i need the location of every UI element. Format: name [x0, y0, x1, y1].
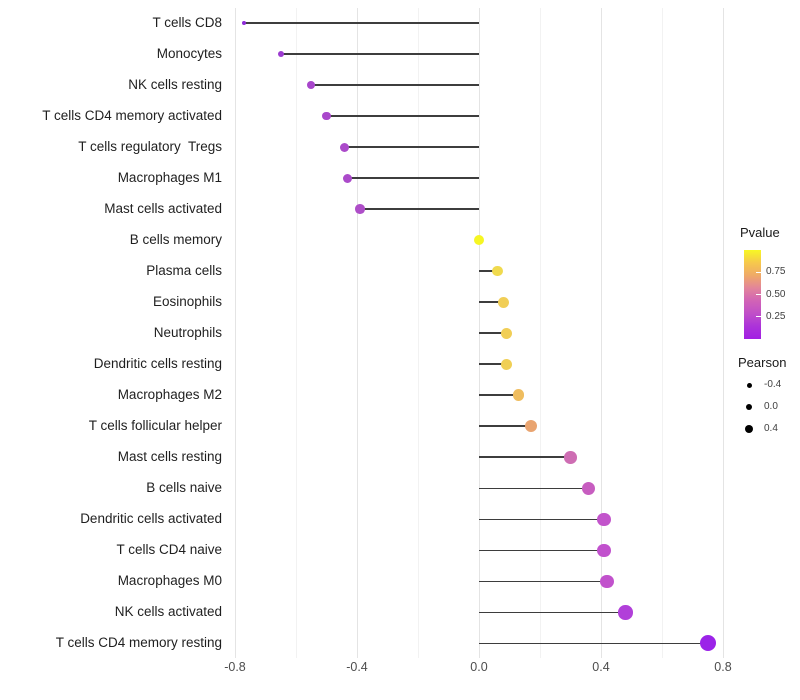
pvalue-tick-label: 0.75 [766, 266, 786, 278]
x-axis-label: 0.0 [470, 660, 488, 674]
y-axis-label: NK cells activated [114, 604, 222, 620]
pvalue-tick-label: 0.50 [766, 288, 786, 300]
gridline-minor [661, 8, 663, 658]
lollipop-dot [343, 173, 353, 183]
lollipop-dot [474, 235, 484, 246]
lollipop-dot [322, 111, 331, 121]
gridline-minor [539, 8, 541, 658]
y-axis-label: Macrophages M1 [117, 170, 222, 186]
y-axis-label: T cells follicular helper [88, 418, 222, 434]
pvalue-tick-mark [756, 271, 761, 273]
plot-panel [232, 8, 732, 658]
lollipop-dot [500, 358, 512, 370]
lollipop-dot [512, 389, 525, 401]
lollipop-dot [492, 265, 503, 277]
y-axis-label: Plasma cells [146, 263, 222, 279]
lollipop-stem [479, 642, 708, 645]
lollipop-dot [524, 420, 537, 433]
pearson-legend-label: 0.0 [764, 401, 778, 412]
lollipop-stem [479, 611, 626, 614]
lollipop-stem [311, 84, 479, 86]
y-axis-label: T cells CD8 [152, 15, 222, 30]
pvalue-tick-mark [756, 294, 761, 295]
lollipop-dot [618, 605, 633, 620]
pearson-legend-dot [746, 382, 752, 388]
lollipop-dot [355, 204, 365, 214]
lollipop-dot [597, 543, 611, 558]
pearson-legend-title: Pearson [738, 355, 787, 370]
y-axis-label: Neutrophils [153, 325, 222, 341]
y-axis-label: Eosinophils [152, 294, 222, 310]
lollipop-stem [479, 425, 531, 428]
gridline-major [722, 8, 724, 658]
gridline-minor [417, 8, 419, 658]
gridline-major [600, 8, 602, 658]
y-axis-label: T cells CD4 memory activated [42, 108, 222, 124]
lollipop-stem [479, 394, 519, 397]
lollipop-stem [326, 115, 479, 117]
lollipop-stem [347, 177, 479, 179]
lollipop-stem [479, 518, 605, 521]
lollipop-stem [479, 456, 571, 459]
pearson-legend-label: -0.4 [764, 379, 782, 390]
y-axis-label: Dendritic cells resting [93, 356, 222, 372]
pvalue-tick-mark [756, 316, 761, 318]
gridline-minor [295, 8, 297, 658]
lollipop-dot [600, 574, 614, 589]
lollipop-dot [564, 451, 577, 464]
y-axis-label: B cells memory [129, 232, 222, 248]
lollipop-dot [340, 142, 350, 152]
lollipop-stem [344, 146, 479, 148]
y-axis-label: Dendritic cells activated [80, 511, 222, 527]
lollipop-dot [699, 635, 716, 652]
y-axis-label: T cells CD4 memory resting [55, 635, 222, 651]
lollipop-stem [479, 363, 507, 365]
y-axis-label: Macrophages M2 [117, 387, 222, 403]
y-axis-label: B cells naive [146, 480, 222, 496]
lollipop-dot [242, 21, 247, 25]
y-axis-label: Monocytes [156, 46, 222, 62]
lollipop-dot [597, 512, 611, 527]
y-axis-label: Mast cells resting [117, 449, 222, 465]
lollipop-dot [307, 81, 316, 90]
lollipop-stem [360, 208, 479, 210]
x-axis-label: 0.8 [714, 660, 732, 674]
y-axis-label: NK cells resting [128, 77, 222, 93]
lollipop-stem [479, 549, 605, 552]
lollipop-dot [497, 296, 509, 308]
x-axis-label: -0.4 [346, 660, 368, 674]
lollipop-stem [479, 270, 498, 272]
x-axis-label: 0.4 [592, 660, 610, 674]
y-axis-label: T cells regulatory Tregs [78, 139, 222, 155]
pearson-legend-dot [745, 425, 753, 433]
pearson-legend-dot [745, 403, 753, 411]
pvalue-tick-label: 0.25 [766, 310, 786, 322]
y-axis-label: T cells CD4 naive [116, 542, 222, 558]
pvalue-legend-title: Pvalue [740, 225, 780, 240]
lollipop-stem [479, 487, 589, 490]
lollipop-stem [479, 332, 507, 334]
gridline-major [356, 8, 358, 658]
lollipop-stem [479, 580, 608, 583]
y-axis-label: Macrophages M0 [117, 573, 222, 589]
pearson-legend-label: 0.4 [764, 423, 778, 434]
gridline-major [234, 8, 236, 658]
lollipop-dot [500, 327, 512, 339]
x-axis-label: -0.8 [224, 660, 246, 674]
lollipop-stem [244, 22, 479, 24]
lollipop-stem [280, 53, 479, 55]
lollipop-dot [277, 50, 284, 58]
lollipop-dot [582, 481, 596, 495]
lollipop-stem [479, 301, 504, 303]
y-axis-label: Mast cells activated [104, 201, 222, 217]
